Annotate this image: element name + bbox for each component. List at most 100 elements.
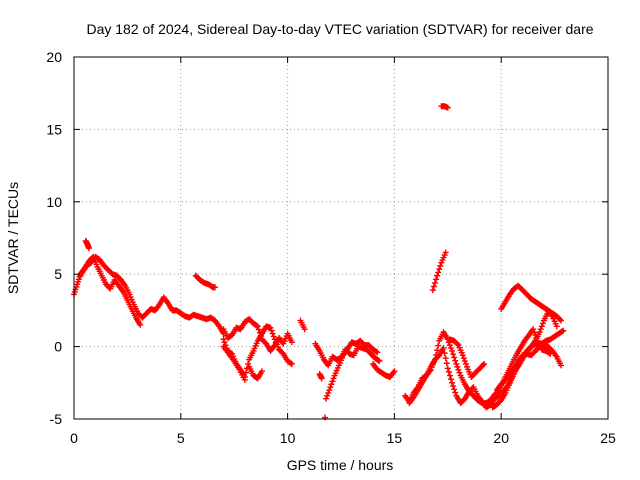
- data-point: [220, 336, 227, 343]
- data-point: [270, 333, 277, 340]
- data-point: [459, 352, 466, 359]
- data-point: [375, 357, 382, 364]
- data-point: [452, 357, 459, 364]
- data-point: [374, 349, 381, 356]
- data-point: [461, 358, 468, 365]
- axis-ticks: 0 5 10 15 20 25 -5 0 5 10 15 20: [46, 49, 616, 446]
- data-point: [437, 262, 444, 269]
- data-point: [211, 284, 218, 291]
- data-point: [455, 366, 462, 373]
- data-point: [536, 329, 543, 336]
- data-point: [321, 414, 328, 421]
- data-point: [448, 345, 455, 352]
- data-point: [462, 360, 469, 367]
- data-point: [456, 369, 463, 376]
- data-point: [435, 342, 442, 349]
- data-point: [448, 376, 455, 383]
- data-point: [558, 317, 565, 324]
- data-point: [537, 326, 544, 333]
- data-point: [539, 320, 546, 327]
- y-axis-label: SDTVAR / TECUs: [5, 182, 21, 294]
- data-point: [288, 360, 295, 367]
- x-tick-label: 5: [177, 430, 185, 446]
- data-point: [325, 389, 332, 396]
- x-tick-label: 20: [493, 430, 509, 446]
- data-point: [445, 368, 452, 375]
- data-point: [548, 312, 555, 319]
- data-point: [324, 392, 331, 399]
- data-point: [318, 375, 325, 382]
- data-point: [258, 368, 265, 375]
- data-point: [531, 329, 538, 336]
- data-point: [328, 381, 335, 388]
- y-tick-label: 15: [46, 121, 62, 137]
- y-tick-label: 20: [46, 49, 62, 65]
- data-point: [269, 330, 276, 337]
- data-point: [442, 249, 449, 256]
- data-point: [376, 358, 383, 365]
- data-point: [538, 323, 545, 330]
- y-tick-label: 0: [54, 339, 62, 355]
- x-tick-label: 15: [387, 430, 403, 446]
- data-point: [288, 339, 295, 346]
- data-point: [451, 354, 458, 361]
- data-point: [253, 322, 260, 329]
- data-point: [434, 272, 441, 279]
- y-tick-label: 10: [46, 194, 62, 210]
- data-point: [429, 287, 436, 294]
- data-point: [481, 360, 488, 367]
- data-point: [453, 360, 460, 367]
- data-point: [506, 379, 513, 386]
- x-axis-label: GPS time / hours: [287, 457, 394, 473]
- data-point: [449, 379, 456, 386]
- x-tick-label: 10: [280, 430, 296, 446]
- data-point: [436, 266, 443, 273]
- data-point: [446, 342, 453, 349]
- data-point: [451, 386, 458, 393]
- data-points: [71, 103, 567, 421]
- data-point: [431, 279, 438, 286]
- data-point: [556, 316, 563, 323]
- data-point: [441, 350, 448, 357]
- data-point: [267, 324, 274, 331]
- plot-frame: [73, 56, 609, 420]
- data-point: [287, 360, 294, 367]
- data-point: [242, 369, 249, 376]
- data-point: [442, 355, 449, 362]
- data-point: [327, 384, 334, 391]
- data-point: [431, 356, 438, 363]
- data-point: [443, 360, 450, 367]
- data-point: [450, 351, 457, 358]
- data-point: [373, 348, 380, 355]
- data-point: [329, 378, 336, 385]
- data-point: [268, 327, 275, 334]
- y-tick-label: -5: [50, 411, 63, 427]
- data-point: [433, 276, 440, 283]
- data-point: [221, 339, 228, 346]
- data-point: [435, 269, 442, 276]
- data-point: [558, 362, 565, 369]
- data-point: [326, 387, 333, 394]
- data-point: [480, 362, 487, 369]
- data-point: [507, 376, 514, 383]
- x-tick-label: 0: [70, 430, 78, 446]
- data-point: [460, 355, 467, 362]
- data-point: [433, 351, 440, 358]
- x-tick-label: 25: [600, 430, 616, 446]
- y-tick-label: 5: [54, 266, 62, 282]
- data-point: [245, 360, 252, 367]
- data-point: [454, 341, 461, 348]
- data-point: [444, 365, 451, 372]
- data-point: [430, 283, 437, 290]
- data-point: [330, 375, 337, 382]
- data-point: [440, 345, 447, 352]
- data-point: [137, 321, 144, 328]
- data-point: [446, 372, 453, 379]
- data-point: [450, 383, 457, 390]
- data-point: [454, 363, 461, 370]
- data-point: [254, 323, 261, 330]
- data-point: [444, 104, 451, 111]
- grid: [74, 57, 608, 419]
- data-point: [559, 328, 566, 335]
